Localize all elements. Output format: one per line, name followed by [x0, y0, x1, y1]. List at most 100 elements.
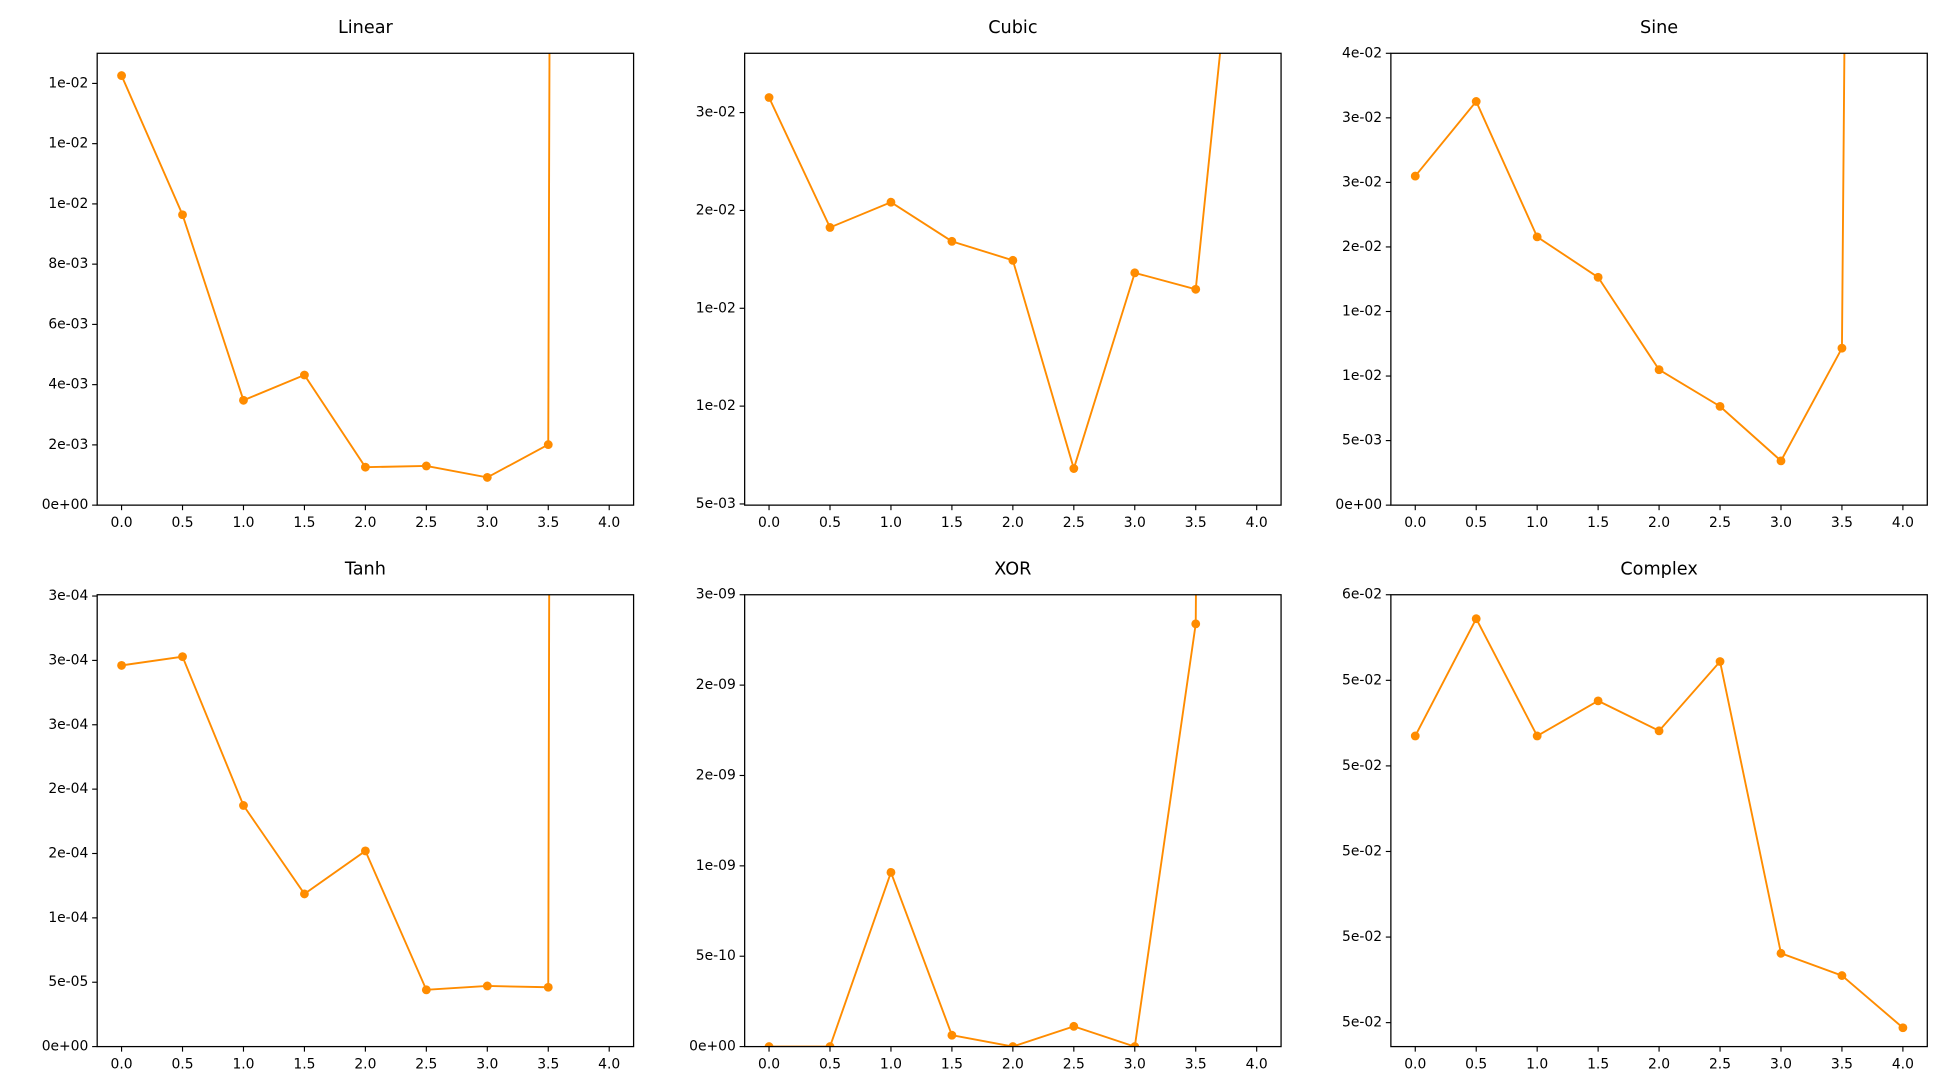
point [1715, 657, 1725, 666]
x-tick-label: 0.0 [1404, 1056, 1426, 1072]
x-tick-label: 3.0 [1770, 515, 1792, 531]
point [1776, 456, 1786, 466]
series-line [768, 53, 1221, 472]
x-tick-label: 2.5 [415, 1056, 437, 1072]
x-tick-label: 1.0 [1526, 1056, 1548, 1072]
y-tick-label: 1e-02 [48, 196, 88, 212]
subplot: XOR 0.0 0.5 1.0 1.5 2.0 2.5 3.0 3.5 4.0 0e+00 5e-10… [689, 560, 1282, 1072]
point [1532, 232, 1542, 242]
subplot-title: Cubic [988, 18, 1037, 38]
y-tick-label: 3e-09 [696, 587, 736, 603]
point [1471, 97, 1481, 106]
point [1898, 1023, 1908, 1033]
x-tick-label: 3.5 [537, 1056, 559, 1072]
point [421, 461, 431, 471]
plot-area [764, 594, 1201, 1047]
plot-area [1410, 614, 1908, 1033]
point [1654, 365, 1664, 375]
axes-frame [1390, 594, 1928, 1048]
y-tick-label: 0e+00 [689, 1039, 736, 1055]
x-tick-label: 2.5 [415, 515, 437, 531]
x-tick-label: 0.0 [111, 1056, 133, 1072]
x-tick-label: 3.5 [1831, 1056, 1853, 1072]
y-tick-label: 1e-02 [48, 75, 88, 91]
point [1130, 1042, 1140, 1047]
subplot: Cubic 0.0 0.5 1.0 1.5 2.0 2.5 3.0 3.5 4.0 5e-03 1e-… [696, 18, 1282, 531]
x-tick-label: 1.0 [880, 515, 902, 531]
y-tick-label: 3e-02 [1342, 174, 1382, 190]
point [1654, 726, 1664, 736]
point [947, 236, 957, 246]
point [764, 93, 774, 102]
x-tick-label: 3.0 [1124, 515, 1146, 531]
point [360, 846, 370, 856]
y-tick-label: 0e+00 [42, 1039, 89, 1055]
point [239, 801, 248, 810]
axes-frame [744, 594, 1282, 1048]
subplot-title: Sine [1640, 18, 1678, 38]
point [1130, 268, 1140, 278]
point [421, 985, 431, 995]
point [482, 981, 492, 991]
x-tick-label: 1.0 [232, 1056, 254, 1072]
point [1593, 696, 1603, 706]
x-tick-label: 3.0 [1770, 1056, 1792, 1072]
y-tick-label: 1e-02 [48, 136, 88, 152]
y-tick-label: 2e-04 [48, 845, 88, 861]
y-tick-label: 1e-09 [696, 858, 736, 874]
x-tick-label: 0.5 [1465, 1056, 1487, 1072]
x-tick-label: 3.5 [1831, 515, 1853, 531]
y-tick-label: 1e-04 [48, 910, 88, 926]
subplot-title: XOR [994, 560, 1031, 580]
x-tick-label: 4.0 [1246, 515, 1268, 531]
y-tick-label: 5e-02 [1342, 672, 1382, 688]
x-tick-label: 1.5 [1587, 1056, 1609, 1072]
point [947, 1030, 957, 1040]
x-tick-label: 0.5 [171, 515, 193, 531]
x-tick-label: 1.5 [1587, 515, 1609, 531]
x-tick-label: 0.5 [819, 515, 841, 531]
point [1837, 343, 1847, 353]
axes-frame [1390, 52, 1928, 506]
series-line [769, 594, 1197, 1047]
y-tick-label: 3e-02 [1342, 110, 1382, 126]
y-tick-label: 0e+00 [1335, 497, 1382, 513]
x-tick-label: 3.0 [476, 515, 498, 531]
x-tick-label: 0.5 [1465, 515, 1487, 531]
subplot-title: Complex [1620, 560, 1697, 580]
x-tick-label: 4.0 [1246, 1056, 1268, 1072]
y-tick-label: 3e-04 [48, 717, 88, 733]
point [1069, 464, 1079, 473]
x-tick-label: 0.0 [111, 515, 133, 531]
y-tick-label: 6e-02 [1342, 587, 1382, 603]
point [825, 1042, 835, 1047]
point [1008, 1042, 1018, 1047]
point [1837, 971, 1847, 980]
y-tick-label: 5e-02 [1342, 843, 1382, 859]
x-tick-label: 2.0 [1002, 515, 1024, 531]
point [1593, 272, 1603, 282]
x-tick-label: 4.0 [1892, 1056, 1914, 1072]
point [886, 867, 896, 877]
y-tick-label: 1e-02 [696, 398, 736, 414]
point [1532, 731, 1542, 741]
plot-area [117, 53, 553, 482]
plot-area [764, 53, 1221, 473]
x-tick-label: 3.0 [476, 1056, 498, 1072]
point [1191, 619, 1201, 629]
x-tick-label: 1.5 [941, 1056, 963, 1072]
point [1069, 1021, 1079, 1031]
point [1410, 171, 1420, 181]
plot-area [1410, 53, 1847, 466]
y-tick-label: 3e-02 [696, 105, 736, 121]
y-tick-label: 2e-02 [696, 202, 736, 218]
point [1008, 255, 1018, 265]
x-tick-label: 0.0 [758, 1056, 780, 1072]
subplot: Linear 0.0 0.5 1.0 1.5 2.0 2.5 3.0 3.5 4.0 0e+00 2e… [42, 18, 635, 531]
subplot-title: Tanh [344, 560, 386, 580]
series-line [1414, 53, 1846, 463]
y-tick-label: 5e-03 [1342, 433, 1382, 449]
x-tick-label: 2.5 [1063, 1056, 1085, 1072]
x-tick-label: 1.5 [293, 1056, 315, 1072]
